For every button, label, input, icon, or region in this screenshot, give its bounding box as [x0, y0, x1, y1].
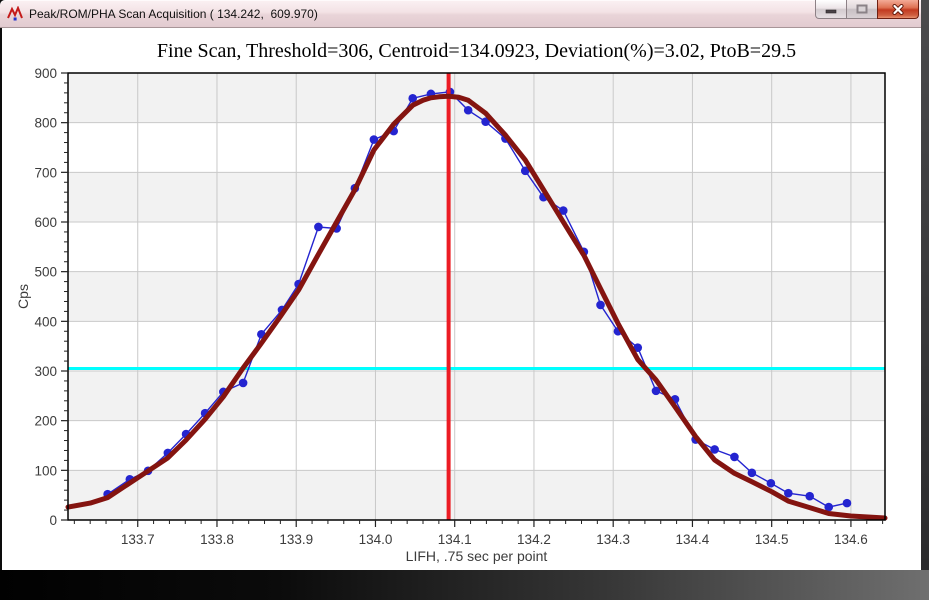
- svg-text:134.5: 134.5: [755, 532, 789, 547]
- close-button[interactable]: [877, 0, 919, 19]
- svg-text:100: 100: [34, 463, 57, 478]
- window-title: Peak/ROM/PHA Scan Acquisition ( 134.242,…: [29, 6, 318, 21]
- window-bottom-frame: [0, 570, 929, 600]
- svg-text:133.7: 133.7: [121, 532, 155, 547]
- svg-text:133.8: 133.8: [200, 532, 234, 547]
- svg-text:800: 800: [34, 116, 57, 131]
- svg-text:134.0: 134.0: [359, 532, 393, 547]
- plot-border: [67, 72, 886, 521]
- minimize-button[interactable]: [815, 0, 847, 19]
- window-controls: [815, 0, 919, 19]
- chart-client-area: 133.7 133.8 133.9 134.0 134.1 134.2 134.3 134.4…: [2, 28, 921, 570]
- svg-text:134.3: 134.3: [596, 532, 630, 547]
- close-icon: [892, 3, 904, 15]
- svg-text:500: 500: [34, 265, 57, 280]
- scan-chart: 133.7 133.8 133.9 134.0 134.1 134.2 134.3 134.4…: [15, 40, 888, 564]
- svg-text:134.4: 134.4: [676, 532, 710, 547]
- svg-text:400: 400: [34, 314, 57, 329]
- x-axis: 133.7 133.8 133.9 134.0 134.1 134.2 134.3 134.4…: [73, 520, 884, 547]
- svg-text:LIFH, .75 sec per point: LIFH, .75 sec per point: [406, 548, 548, 564]
- svg-text:0: 0: [49, 513, 57, 528]
- svg-text:700: 700: [34, 165, 57, 180]
- minimize-icon: [825, 9, 837, 13]
- svg-text:134.6: 134.6: [834, 532, 868, 547]
- window-right-frame: [921, 0, 929, 570]
- plot-bands: [68, 73, 885, 520]
- x-axis-label: LIFH, .75 sec per point: [406, 548, 548, 564]
- svg-text:300: 300: [34, 364, 57, 379]
- svg-text:900: 900: [34, 66, 57, 81]
- svg-text:Fine Scan, Threshold=306, Cent: Fine Scan, Threshold=306, Centroid=134.0…: [157, 40, 796, 62]
- fit-curve: [65, 93, 888, 521]
- y-axis: 0 100 200 300 400 500 600 700 800 900: [34, 66, 68, 528]
- chart-title: Fine Scan, Threshold=306, Centroid=134.0…: [157, 40, 796, 62]
- maximize-button[interactable]: [847, 0, 877, 19]
- y-axis-label: Cps: [15, 284, 31, 309]
- window-titlebar[interactable]: Peak/ROM/PHA Scan Acquisition ( 134.242,…: [0, 0, 929, 28]
- svg-text:134.2: 134.2: [517, 532, 551, 547]
- svg-text:133.9: 133.9: [279, 532, 313, 547]
- maximize-icon: [856, 4, 868, 14]
- svg-text:Cps: Cps: [15, 284, 31, 309]
- scan-series-line: [107, 91, 848, 508]
- svg-text:134.1: 134.1: [438, 532, 472, 547]
- scan-app-icon: [7, 5, 23, 20]
- svg-text:600: 600: [34, 215, 57, 230]
- svg-text:200: 200: [34, 414, 57, 429]
